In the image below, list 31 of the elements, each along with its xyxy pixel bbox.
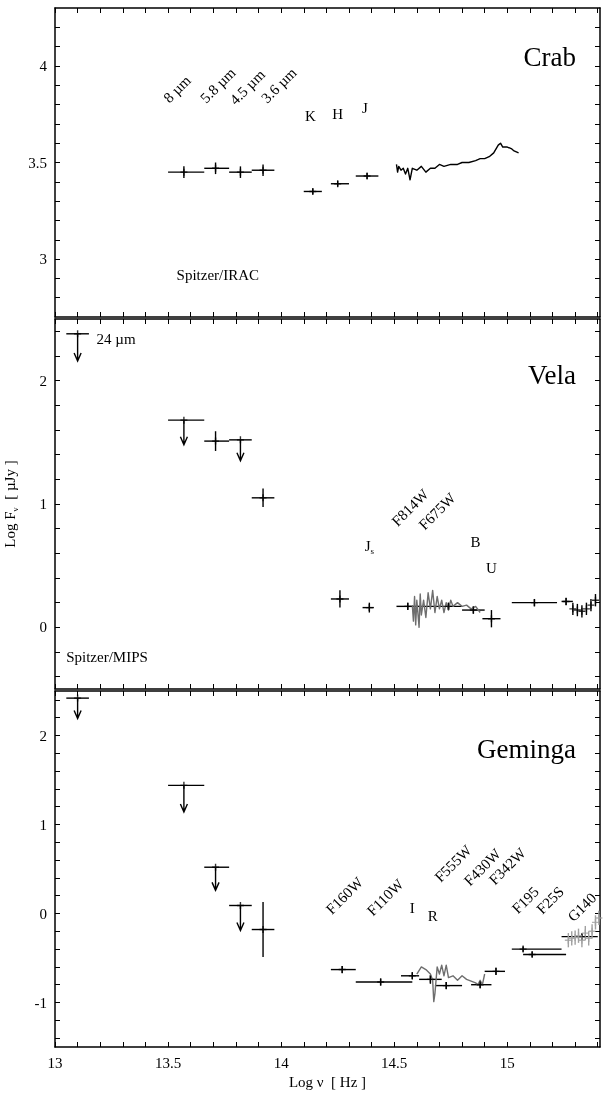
- y-tick-label: 1: [39, 816, 47, 833]
- text: Vela: [528, 359, 577, 390]
- y-tick-label: -1: [34, 994, 47, 1011]
- annotation: B: [470, 534, 481, 551]
- annotation: R: [427, 908, 438, 925]
- x-axis-title: Log ν [ Hz ]: [288, 1074, 367, 1091]
- annotation: H: [332, 106, 344, 123]
- text: Crab: [523, 41, 576, 72]
- y-tick-label: 4: [39, 57, 48, 74]
- y-tick-label: 0: [39, 905, 47, 922]
- annotation: 8 µm: [160, 72, 195, 106]
- y-tick-label: 2: [39, 727, 47, 744]
- annotation: Spitzer/IRAC: [176, 266, 260, 283]
- annotation: J: [361, 100, 368, 117]
- annotation: 24 µm: [96, 330, 136, 347]
- y-tick-label: 3.5: [28, 154, 47, 171]
- y-tick-label: 0: [39, 619, 47, 636]
- annotation: K: [305, 108, 317, 125]
- annotation: Spitzer/MIPS: [66, 648, 148, 665]
- x-tick-label: 14.5: [381, 1054, 408, 1071]
- y-tick-label: 1: [39, 496, 47, 512]
- text: Geminga: [477, 733, 577, 764]
- x-tick-label: 14: [273, 1054, 290, 1071]
- y-axis-title: Log Fν [ µJy ]: [1, 460, 20, 548]
- y-tick-label: 2: [39, 372, 47, 389]
- annotation: I: [409, 900, 415, 917]
- x-tick-label: 15: [499, 1054, 515, 1071]
- annotation: U: [486, 560, 498, 577]
- x-tick-label: 13.5: [154, 1054, 182, 1071]
- x-tick-label: 13: [47, 1054, 63, 1071]
- y-tick-label: 3: [39, 251, 47, 268]
